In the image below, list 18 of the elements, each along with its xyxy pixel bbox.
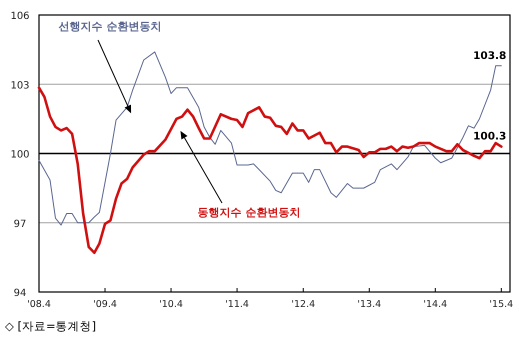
x-tick-label: '13.4	[357, 299, 382, 310]
x-tick-label: '10.4	[159, 299, 183, 310]
x-tick-label: '09.4	[93, 299, 117, 310]
y-tick-label: 103	[10, 80, 30, 92]
text: ◇ [자료=통계청]	[5, 319, 96, 333]
y-tick-label: 100	[10, 150, 30, 160]
x-tick-label: '08.4	[27, 299, 51, 310]
annotation: 103.8	[473, 50, 506, 62]
annotation: 100.3	[473, 130, 506, 143]
x-tick-label: '14.4	[423, 299, 448, 310]
text: 동행지수 순환변동치	[198, 206, 300, 219]
y-tick-label: 94	[14, 288, 26, 299]
y-tick-label: 97	[14, 218, 26, 230]
x-tick-label: '15.4	[489, 299, 514, 310]
x-tick-label: '11.4	[225, 299, 249, 310]
x-tick-label: '12.4	[291, 299, 316, 310]
y-tick-label: 106	[10, 11, 30, 22]
series-label: 선행지수 순환변동치	[58, 20, 162, 33]
